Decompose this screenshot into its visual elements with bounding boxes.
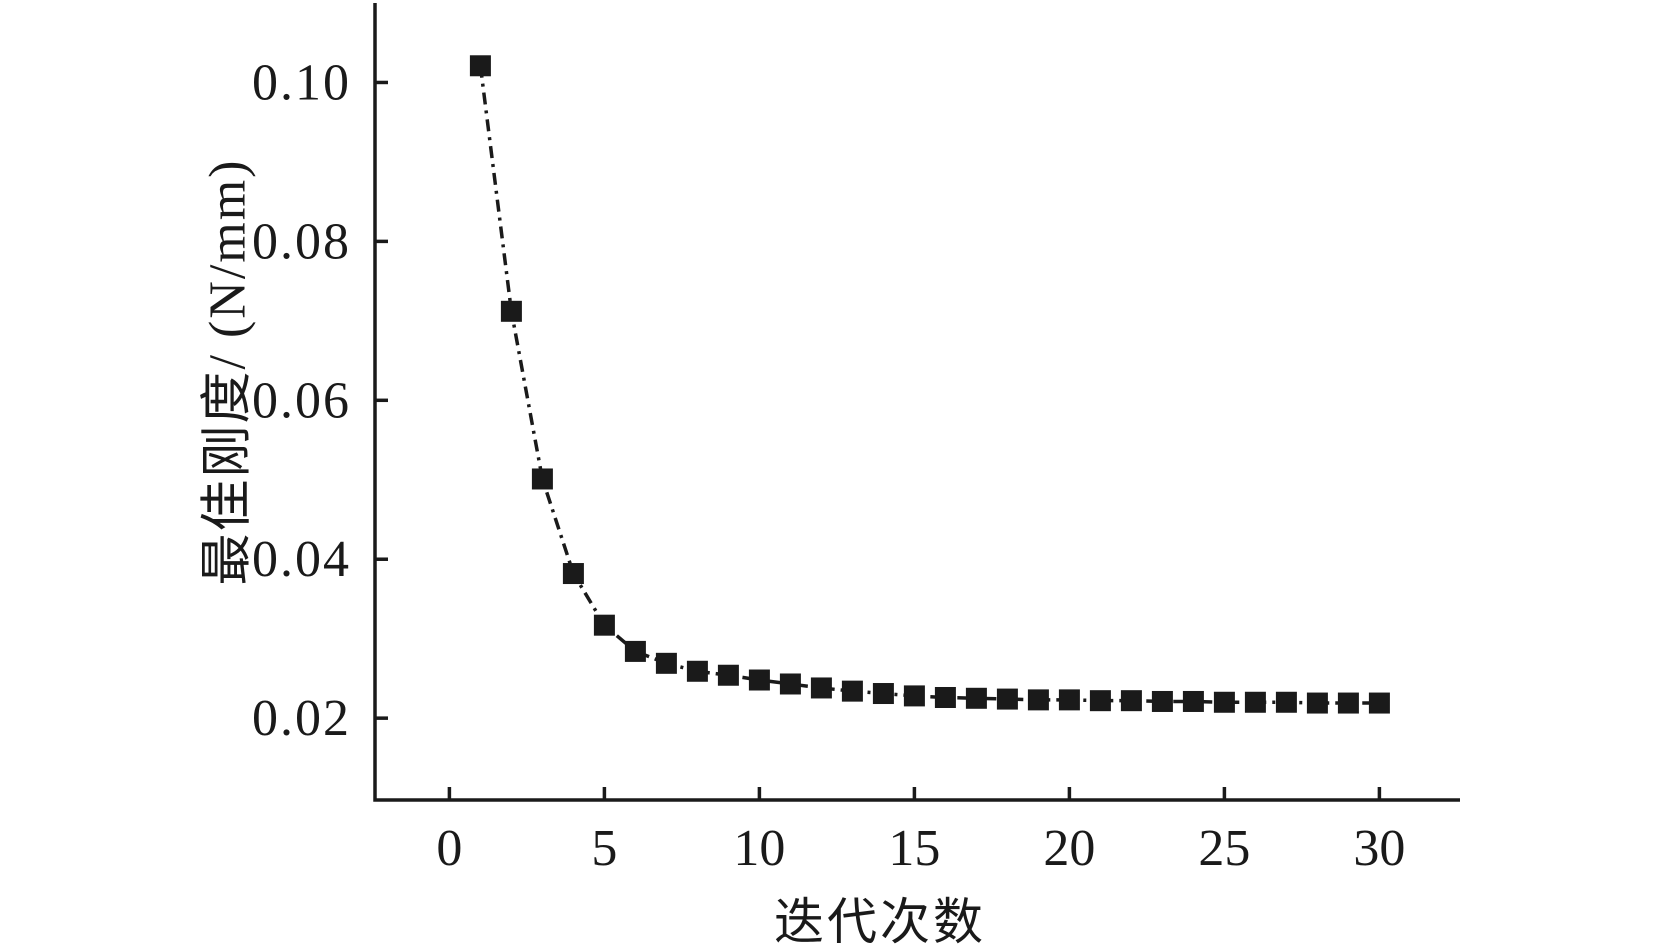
data-point-marker — [1182, 690, 1204, 712]
x-axis-tick-label: 15 — [888, 820, 940, 877]
data-point-marker — [500, 300, 522, 322]
data-point-marker — [1213, 691, 1235, 713]
data-point-marker — [1306, 692, 1328, 714]
data-point-marker — [593, 614, 615, 636]
data-point-marker — [965, 687, 987, 709]
data-point-marker — [686, 660, 708, 682]
x-axis-tick-label: 25 — [1198, 820, 1250, 877]
data-point-marker — [872, 683, 894, 705]
y-axis-title: 最佳刚度/ (N/mm) — [199, 158, 257, 586]
data-point-marker — [469, 55, 491, 77]
y-axis-tick-label: 0.06 — [252, 372, 351, 429]
x-axis-title: 迭代次数 — [774, 894, 986, 944]
x-axis-tick-label: 20 — [1043, 820, 1095, 877]
data-point-marker — [903, 685, 925, 707]
data-point-marker — [1368, 692, 1390, 714]
data-point-marker — [624, 640, 646, 662]
y-axis-tick-label: 0.04 — [252, 531, 351, 588]
data-point-marker — [655, 652, 677, 674]
data-point-marker — [1244, 691, 1266, 713]
x-axis-tick-label: 10 — [733, 820, 785, 877]
x-axis-tick-label: 0 — [436, 820, 462, 877]
data-point-marker — [934, 686, 956, 708]
data-point-marker — [1027, 689, 1049, 711]
data-point-marker — [1337, 692, 1359, 714]
data-point-marker — [562, 563, 584, 585]
data-point-marker — [841, 680, 863, 702]
axis-spines — [373, 3, 1460, 802]
y-axis-tick-label: 0.08 — [252, 213, 351, 270]
x-axis-tick-label: 5 — [591, 820, 617, 877]
x-axis-tick-label: 30 — [1353, 820, 1405, 877]
y-axis-tick-label: 0.02 — [252, 690, 351, 747]
data-point-marker — [1151, 690, 1173, 712]
data-point-marker — [810, 677, 832, 699]
data-point-marker — [1275, 691, 1297, 713]
data-point-marker — [531, 468, 553, 490]
y-axis-tick-label: 0.10 — [252, 54, 351, 111]
data-point-marker — [779, 673, 801, 695]
data-point-marker — [748, 669, 770, 691]
data-point-marker — [1089, 690, 1111, 712]
data-point-marker — [996, 688, 1018, 710]
data-point-marker — [717, 664, 739, 686]
data-point-marker — [1058, 689, 1080, 711]
series-line — [478, 65, 1380, 705]
data-point-marker — [1120, 690, 1142, 712]
